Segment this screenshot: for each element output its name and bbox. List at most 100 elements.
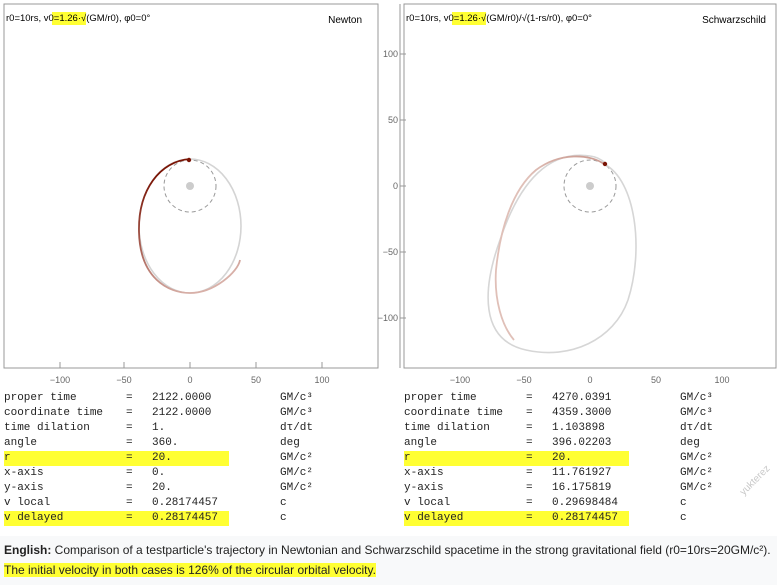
- stats-row: r = 20. GM/c²: [4, 451, 374, 466]
- stats-unit: GM/c²: [280, 452, 314, 464]
- stats-label: y-axis: [4, 482, 44, 494]
- stats-unit: GM/c²: [280, 467, 314, 479]
- stats-eq: =: [126, 467, 133, 479]
- central-mass: [586, 182, 594, 190]
- stats-row: x-axis = 0. GM/c²: [4, 466, 374, 481]
- stats-eq: =: [126, 422, 133, 434]
- stats-eq: =: [126, 512, 133, 524]
- svg-text:−50: −50: [116, 375, 131, 385]
- stats-value: 2122.0000: [152, 392, 212, 404]
- stats-value: 0.29698484: [552, 497, 619, 509]
- stats-label: r: [404, 452, 411, 464]
- stats-row: time dilation = 1. dτ/dt: [4, 421, 374, 436]
- svg-text:0: 0: [587, 375, 592, 385]
- svg-text:−50: −50: [516, 375, 531, 385]
- trajectory-trail: [494, 155, 605, 341]
- stats-label: coordinate time: [4, 407, 104, 419]
- stats-label: time dilation: [404, 422, 490, 434]
- stats-value: 2122.0000: [152, 407, 212, 419]
- svg-text:100: 100: [383, 49, 398, 59]
- svg-text:50: 50: [388, 115, 398, 125]
- stats-row: v local = 0.28174457 c: [4, 496, 374, 511]
- x-axis-ticks: [59, 362, 323, 368]
- stats-value: 0.28174457: [152, 512, 219, 524]
- stats-value: 20.: [152, 482, 172, 494]
- stats-eq: =: [126, 437, 133, 449]
- stats-label: r: [4, 452, 11, 464]
- stats-row: r = 20. GM/c²: [404, 451, 774, 466]
- stats-unit: c: [280, 497, 287, 509]
- stats-eq: =: [526, 437, 533, 449]
- stats-label: proper time: [404, 392, 477, 404]
- svg-text:0: 0: [187, 375, 192, 385]
- svg-text:−100: −100: [450, 375, 470, 385]
- svg-text:r0=10rs, v0=1.26·√(GM/r0), φ0=: r0=10rs, v0=1.26·√(GM/r0), φ0=0°: [6, 13, 150, 24]
- svg-text:100: 100: [314, 375, 329, 385]
- stats-label: time dilation: [4, 422, 90, 434]
- trajectory-trail: [138, 158, 241, 294]
- stats-label: coordinate time: [404, 407, 504, 419]
- stats-unit: GM/c²: [280, 482, 314, 494]
- x-tick-labels: −100 −50 0 50 100: [50, 375, 330, 385]
- stats-value: 0.28174457: [152, 497, 219, 509]
- stats-row: proper time = 4270.0391 GM/c³: [404, 391, 774, 406]
- stats-value: 4270.0391: [552, 392, 612, 404]
- param-highlight-bg: [52, 12, 86, 25]
- y-tick-labels: 100 50 0 −50 −100: [378, 49, 398, 323]
- svg-text:50: 50: [651, 375, 661, 385]
- stats-value: 1.103898: [552, 422, 605, 434]
- newton-panel: r0=10rs, v0=1.26·√(GM/r0), φ0=0° Newton …: [0, 0, 385, 390]
- stats-label: y-axis: [404, 482, 444, 494]
- stats-value: 396.02203: [552, 437, 612, 449]
- stats-value: 11.761927: [552, 467, 612, 479]
- schwarzschild-panel: r0=10rs, v0=1.26·√(GM/r0)/√(1-rs/r0), φ0…: [400, 0, 777, 390]
- stats-row: coordinate time = 2122.0000 GM/c³: [4, 406, 374, 421]
- stats-value: 0.28174457: [552, 512, 619, 524]
- stats-value: 0.: [152, 467, 166, 479]
- stats-unit: GM/c²: [680, 452, 714, 464]
- stats-eq: =: [526, 467, 533, 479]
- stats-label: v delayed: [404, 512, 464, 524]
- stats-eq: =: [526, 512, 533, 524]
- stats-eq: =: [126, 482, 133, 494]
- stats-eq: =: [526, 452, 533, 464]
- caption-highlight: The initial velocity in both cases is 12…: [4, 563, 376, 577]
- svg-text:0: 0: [393, 181, 398, 191]
- stats-label: v delayed: [4, 512, 64, 524]
- stats-label: x-axis: [4, 467, 44, 479]
- stats-eq: =: [126, 407, 133, 419]
- stats-unit: GM/c³: [280, 407, 314, 419]
- stats-label: x-axis: [404, 467, 444, 479]
- caption: English: Comparison of a testparticle's …: [0, 536, 777, 585]
- stats-row: angle = 396.02203 deg: [404, 436, 774, 451]
- stats-value: 20.: [552, 452, 572, 464]
- stats-label: angle: [4, 437, 38, 449]
- stats-unit: GM/c²: [680, 467, 714, 479]
- central-mass: [186, 182, 194, 190]
- test-particle: [186, 157, 192, 163]
- param-highlight-bg: [452, 12, 486, 25]
- schwarzschild-stats: proper time = 4270.0391 GM/c³ coordinate tim…: [404, 391, 774, 526]
- stats-row: v local = 0.29698484 c: [404, 496, 774, 511]
- x-tick-labels: −100 −50 0 50 100: [450, 375, 730, 385]
- stats-unit: GM/c³: [680, 407, 714, 419]
- stats-eq: =: [526, 482, 533, 494]
- stats-row: time dilation = 1.103898 dτ/dt: [404, 421, 774, 436]
- stats-unit: c: [680, 497, 687, 509]
- newton-stats: proper time = 2122.0000 GM/c³ coordinate tim…: [4, 391, 374, 526]
- stats-unit: deg: [680, 437, 700, 449]
- faded-orbit: [487, 154, 637, 354]
- stats-label: v local: [404, 497, 451, 509]
- stats-row: y-axis = 16.175819 GM/c²: [404, 481, 774, 496]
- stats-unit: c: [280, 512, 287, 524]
- stats-eq: =: [126, 452, 133, 464]
- svg-text:−100: −100: [378, 313, 398, 323]
- stats-unit: deg: [280, 437, 300, 449]
- caption-text: Comparison of a testparticle's trajector…: [51, 543, 771, 557]
- stats-unit: dτ/dt: [680, 422, 714, 434]
- stats-eq: =: [526, 407, 533, 419]
- stats-unit: dτ/dt: [280, 422, 314, 434]
- circular-orbit-ring: [563, 159, 617, 213]
- svg-text:50: 50: [251, 375, 261, 385]
- svg-text:−100: −100: [50, 375, 70, 385]
